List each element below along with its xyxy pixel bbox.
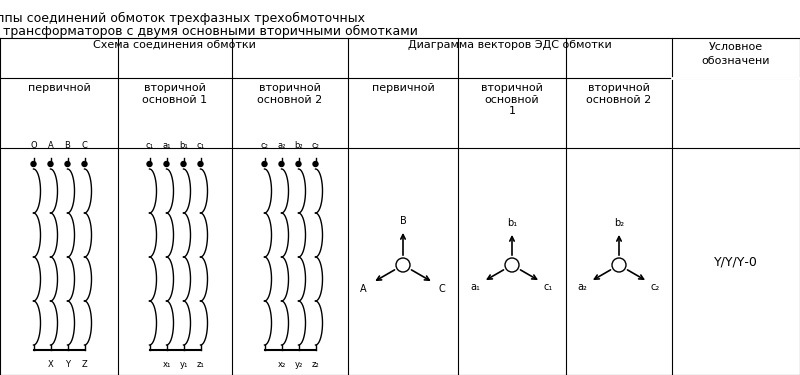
Text: O: O	[30, 141, 37, 150]
Circle shape	[31, 162, 36, 166]
Text: A: A	[360, 284, 367, 294]
Text: a₂: a₂	[578, 282, 587, 292]
Text: y₁: y₁	[179, 360, 188, 369]
Text: C: C	[82, 141, 87, 150]
Text: c₁: c₁	[544, 282, 554, 292]
Text: обозначени: обозначени	[702, 56, 770, 66]
Circle shape	[147, 162, 152, 166]
Text: первичной: первичной	[372, 83, 434, 93]
Text: y₂: y₂	[294, 360, 302, 369]
Text: b₂: b₂	[294, 141, 303, 150]
Text: b₁: b₁	[507, 218, 517, 228]
Circle shape	[313, 162, 318, 166]
Text: Z: Z	[82, 360, 87, 369]
Text: a₁: a₁	[470, 282, 480, 292]
Text: Диаграмма векторов ЭДС обмотки: Диаграмма векторов ЭДС обмотки	[408, 40, 612, 50]
Text: c₂: c₂	[261, 141, 269, 150]
Text: Y: Y	[65, 360, 70, 369]
Text: z₂: z₂	[312, 360, 319, 369]
Text: c₂: c₂	[311, 141, 319, 150]
Text: вторичной
основной 2: вторичной основной 2	[258, 83, 322, 105]
Text: A: A	[48, 141, 54, 150]
Text: b₂: b₂	[614, 218, 624, 228]
Text: X: X	[48, 360, 54, 369]
Circle shape	[65, 162, 70, 166]
Circle shape	[82, 162, 87, 166]
Text: a₁: a₁	[162, 141, 170, 150]
Text: x₁: x₁	[162, 360, 170, 369]
Text: Схемы и группы соединений обмоток трехфазных трехобмоточных: Схемы и группы соединений обмоток трехфа…	[0, 12, 365, 25]
Text: C: C	[439, 284, 446, 294]
Text: z₁: z₁	[197, 360, 204, 369]
Text: Схема соединения обмотки: Схема соединения обмотки	[93, 40, 255, 50]
Text: B: B	[65, 141, 70, 150]
Text: b₁: b₁	[179, 141, 188, 150]
Circle shape	[198, 162, 203, 166]
Text: трансформаторов с двумя основными вторичными обмотками: трансформаторов с двумя основными вторич…	[3, 25, 418, 38]
Circle shape	[181, 162, 186, 166]
Circle shape	[48, 162, 53, 166]
Text: c₁: c₁	[197, 141, 205, 150]
Circle shape	[164, 162, 169, 166]
Circle shape	[262, 162, 267, 166]
Text: c₁: c₁	[146, 141, 154, 150]
Text: c₂: c₂	[651, 282, 660, 292]
Text: вторичной
основной 1: вторичной основной 1	[142, 83, 207, 105]
Text: x₂: x₂	[278, 360, 286, 369]
Circle shape	[279, 162, 284, 166]
Text: B: B	[400, 216, 406, 226]
Text: Условное: Условное	[709, 42, 763, 52]
Text: a₂: a₂	[278, 141, 286, 150]
Text: Υ/Υ/Υ-0: Υ/Υ/Υ-0	[714, 255, 758, 268]
Text: вторичной
основной 2: вторичной основной 2	[586, 83, 652, 105]
Text: вторичной
основной
1: вторичной основной 1	[481, 83, 543, 116]
Circle shape	[296, 162, 301, 166]
Text: первичной: первичной	[28, 83, 90, 93]
